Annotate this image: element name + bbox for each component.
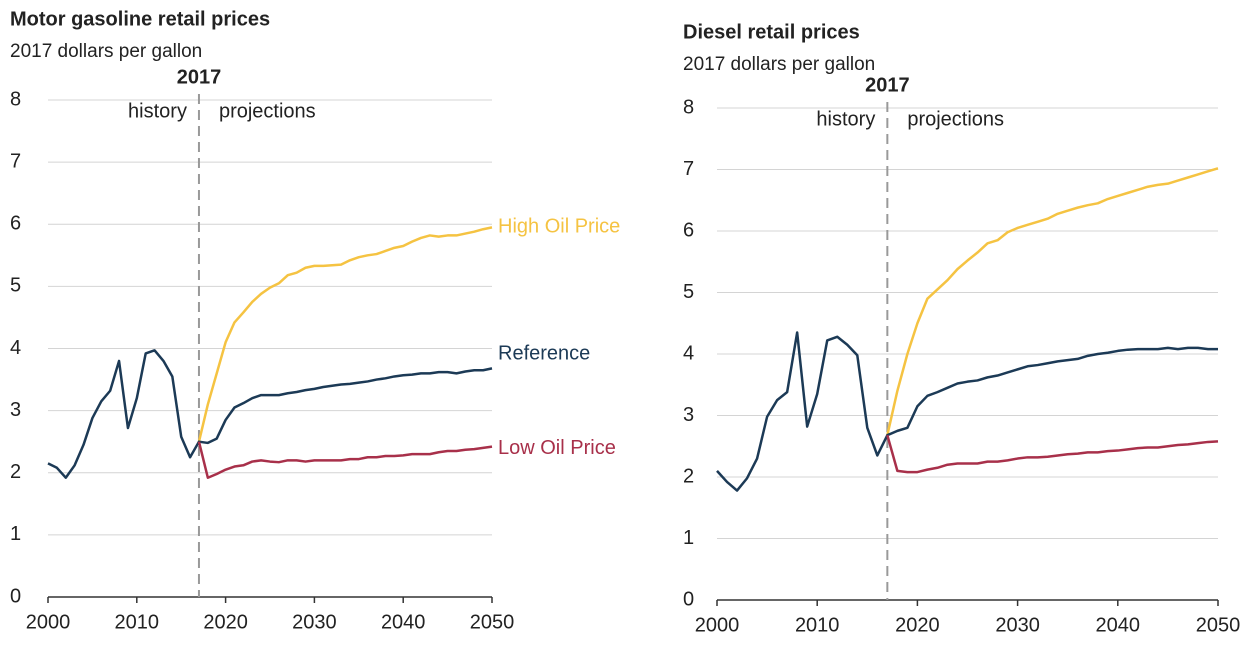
x-tick-label: 2030 (292, 611, 337, 633)
y-tick-label: 0 (10, 585, 21, 607)
series-line (886, 434, 1219, 474)
y-tick-label: 0 (683, 588, 694, 610)
history-label: history (128, 100, 187, 122)
x-tick-label: 2050 (1196, 614, 1241, 636)
y-tick-label: 6 (683, 219, 694, 241)
projection-label: projections (907, 108, 1004, 130)
x-tick-label: 2010 (795, 614, 840, 636)
y-tick-label: 6 (10, 213, 21, 235)
y-tick-label: 1 (10, 523, 21, 545)
y-tick-label: 4 (10, 337, 21, 359)
series-line (197, 226, 493, 442)
divider-label: 2017 (865, 74, 910, 96)
chart-title: Motor gasoline retail prices (10, 8, 270, 30)
y-tick-label: 3 (683, 404, 694, 426)
series-line (197, 441, 493, 479)
y-tick-label: 5 (683, 281, 694, 303)
series-line (47, 349, 493, 479)
x-tick-label: 2000 (695, 614, 740, 636)
history-label: history (816, 108, 875, 130)
x-tick-label: 2040 (1096, 614, 1141, 636)
x-tick-label: 2000 (26, 611, 71, 633)
y-tick-label: 3 (10, 399, 21, 421)
x-tick-label: 2020 (203, 611, 248, 633)
chart-title: Diesel retail prices (683, 21, 860, 43)
chart-subtitle: 2017 dollars per gallon (10, 41, 202, 62)
x-tick-label: 2050 (470, 611, 515, 633)
x-tick-label: 2020 (895, 614, 940, 636)
x-tick-label: 2030 (995, 614, 1040, 636)
divider-label: 2017 (177, 66, 222, 88)
y-tick-label: 7 (10, 150, 21, 172)
y-tick-label: 2 (10, 461, 21, 483)
y-tick-label: 7 (683, 158, 694, 180)
x-tick-label: 2010 (115, 611, 160, 633)
x-tick-label: 2040 (381, 611, 426, 633)
series-line (716, 331, 1218, 492)
series-label: High Oil Price (498, 216, 620, 238)
y-tick-label: 8 (10, 88, 21, 110)
series-label: Low Oil Price (498, 437, 616, 459)
y-tick-label: 8 (683, 96, 694, 118)
chart-subtitle: 2017 dollars per gallon (683, 54, 875, 75)
series-label: Reference (498, 343, 590, 365)
y-tick-label: 5 (10, 275, 21, 297)
y-tick-label: 4 (683, 342, 694, 364)
series-line (886, 167, 1219, 436)
projection-label: projections (219, 100, 316, 122)
y-tick-label: 2 (683, 465, 694, 487)
y-tick-label: 1 (683, 527, 694, 549)
